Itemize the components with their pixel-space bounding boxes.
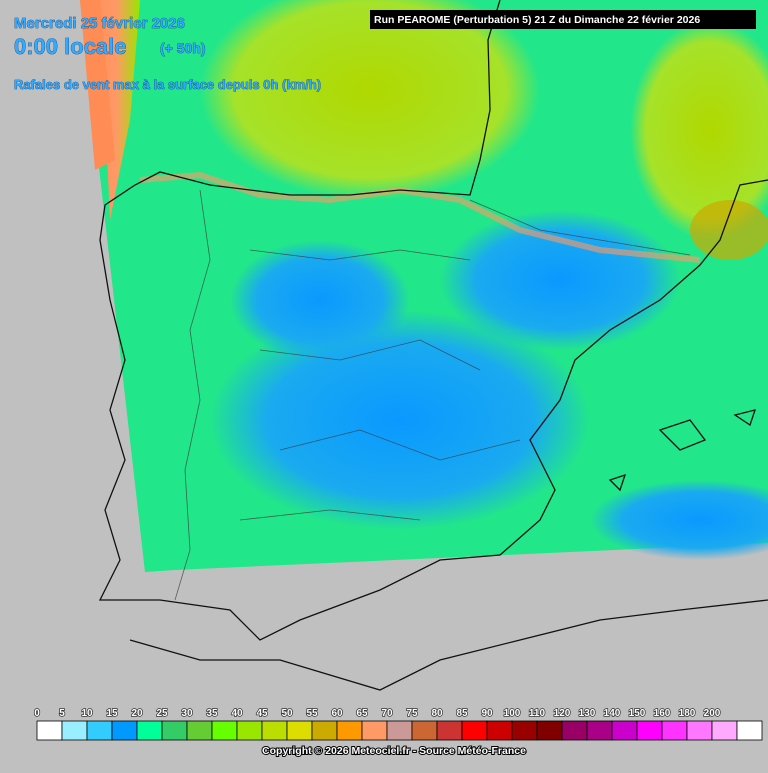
legend-swatch <box>411 720 438 741</box>
legend-label: 45 <box>256 708 268 719</box>
legend-swatch <box>186 720 213 741</box>
wind-field <box>210 310 590 530</box>
legend-swatch <box>561 720 588 741</box>
lead-time: (+ 50h) <box>160 40 206 56</box>
time: 0:00 locale <box>14 34 127 59</box>
legend-swatch <box>286 720 313 741</box>
coastlines <box>98 0 768 691</box>
legend-label: 160 <box>654 708 671 719</box>
legend-label: 50 <box>281 708 293 719</box>
legend-swatch <box>386 720 413 741</box>
run-box <box>370 10 756 29</box>
legend-swatch <box>511 720 538 741</box>
legend-label: 10 <box>81 708 93 719</box>
legend-label: 140 <box>604 708 621 719</box>
wind-field <box>200 0 540 200</box>
legend-swatch <box>661 720 688 741</box>
legend: 0 5 10 15 20 25 30 35 40 45 50 55 60 65 70 75 80 85 90 100 1… <box>33 707 763 741</box>
legend-label: 20 <box>131 708 143 719</box>
coastline <box>129 599 768 691</box>
legend-label: 60 <box>331 708 343 719</box>
parameter: Rafales de vent max à la surface depuis … <box>14 77 321 92</box>
legend-label: 100 <box>504 708 521 719</box>
legend-swatch <box>136 720 163 741</box>
legend-swatch <box>236 720 263 741</box>
legend-label: 30 <box>181 708 193 719</box>
legend-swatch <box>711 720 738 741</box>
legend-swatch <box>461 720 488 741</box>
border <box>469 199 691 256</box>
legend-label: 120 <box>554 708 571 719</box>
legend-swatch <box>161 720 188 741</box>
legend-swatch <box>486 720 513 741</box>
legend-swatch <box>36 720 63 741</box>
legend-swatch <box>736 720 763 741</box>
legend-label: 80 <box>431 708 443 719</box>
legend-swatch <box>686 720 713 741</box>
copyright: Copyright © 2026 Meteociel.fr - Source M… <box>262 745 526 757</box>
wind-field <box>80 0 115 170</box>
legend-label: 90 <box>481 708 493 719</box>
legend-swatch <box>86 720 113 741</box>
wind-field <box>440 210 680 350</box>
legend-swatch <box>536 720 563 741</box>
island <box>608 409 756 492</box>
legend-swatch <box>611 720 638 741</box>
legend-swatch <box>361 720 388 741</box>
wind-field <box>690 200 768 260</box>
wind-field <box>590 480 768 560</box>
legend-label: 110 <box>529 708 546 719</box>
date: Mercredi 25 février 2026 <box>14 15 185 32</box>
legend-label: 25 <box>156 708 168 719</box>
legend-swatch <box>311 720 338 741</box>
legend-swatch <box>111 720 138 741</box>
legend-label: 180 <box>679 708 696 719</box>
coastline <box>99 0 501 241</box>
legend-label: 0 <box>34 708 40 719</box>
run-info: Run PEAROME (Perturbation 5) 21 Z du Dim… <box>374 14 700 26</box>
borders <box>174 189 691 601</box>
legend-label: 65 <box>356 708 368 719</box>
legend-label: 150 <box>629 708 646 719</box>
legend-label: 15 <box>106 708 118 719</box>
legend-label: 70 <box>381 708 393 719</box>
legend-label: 40 <box>231 708 243 719</box>
wind-field <box>230 240 410 360</box>
border <box>239 249 521 521</box>
legend-label: 75 <box>406 708 418 719</box>
legend-label: 130 <box>579 708 596 719</box>
legend-label: 35 <box>206 708 218 719</box>
legend-label: 200 <box>704 708 721 719</box>
legend-swatch <box>636 720 663 741</box>
coastline <box>98 179 768 641</box>
legend-swatch <box>336 720 363 741</box>
legend-label: 85 <box>456 708 468 719</box>
legend-swatch <box>436 720 463 741</box>
legend-swatch <box>61 720 88 741</box>
legend-swatch <box>261 720 288 741</box>
wind-field <box>630 20 768 240</box>
legend-swatch <box>211 720 238 741</box>
legend-swatch <box>586 720 613 741</box>
border <box>174 189 211 601</box>
legend-label: 5 <box>59 708 65 719</box>
legend-label: 55 <box>306 708 318 719</box>
